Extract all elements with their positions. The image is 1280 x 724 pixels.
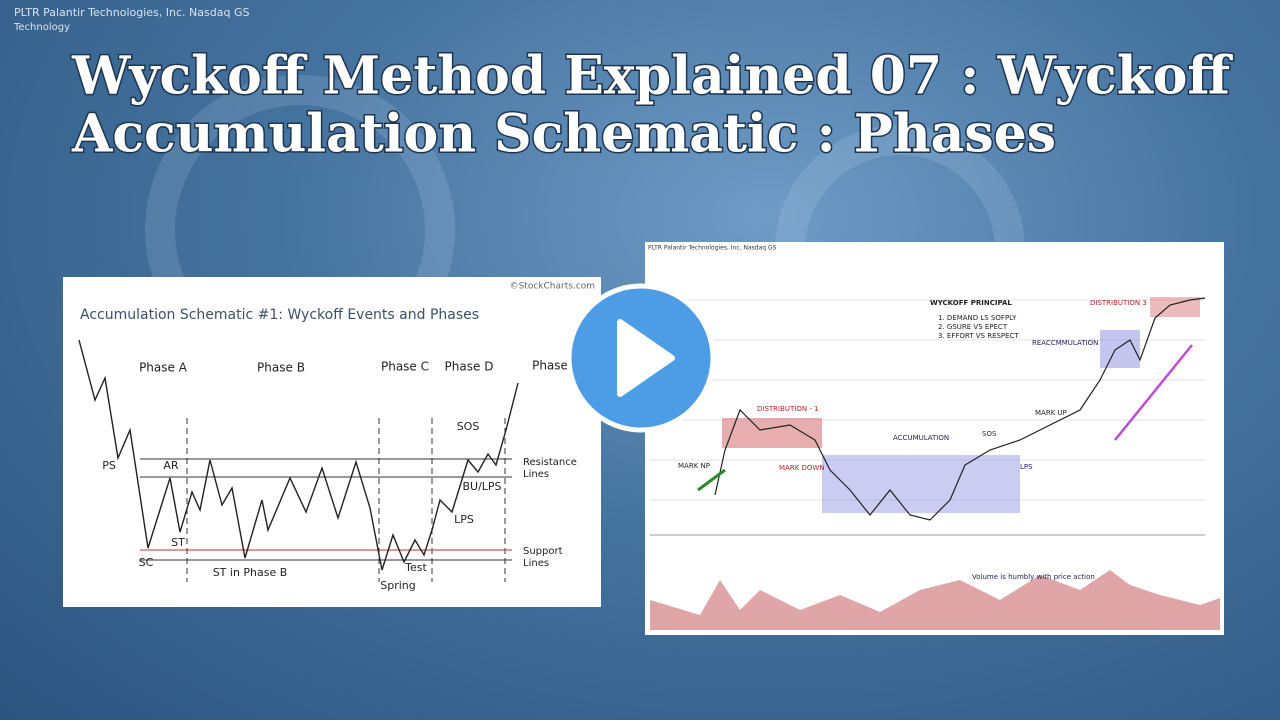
principle: 3. EFFORT VS RESPECT <box>938 332 1019 340</box>
line-label: Resistance Lines <box>523 457 577 480</box>
zone-box <box>722 418 822 448</box>
phase-dividers <box>186 418 506 582</box>
zone-label: SOS <box>982 430 997 438</box>
figure-heading: Accumulation Schematic #1: Wyckoff Event… <box>80 307 479 323</box>
zone-label: LPS <box>1020 463 1033 471</box>
zone-box <box>822 455 1020 513</box>
principal-title: WYCKOFF PRINCIPAL <box>930 299 1012 307</box>
event-label: BU/LPS <box>462 480 501 493</box>
left-card <box>63 277 601 607</box>
phase-label: Phase B <box>257 361 305 375</box>
event-label: SC <box>139 556 154 569</box>
zone-label: DISTRIBUTION 3 <box>1090 299 1147 307</box>
event-label: LPS <box>454 513 474 526</box>
zone-label: MARK DOWN <box>779 464 825 472</box>
event-label: SOS <box>457 420 480 433</box>
play-button[interactable] <box>566 283 716 433</box>
phase-label: Phase <box>532 359 568 373</box>
credit: ©StockCharts.com <box>510 282 595 292</box>
phase-label: Phase D <box>445 360 494 374</box>
volume-note: Volume is humbly with price action <box>972 573 1095 581</box>
event-label: PS <box>102 459 116 472</box>
principle: 1. DEMAND LS SOFPLY <box>938 314 1017 322</box>
zone-box <box>1100 330 1140 368</box>
line-label: Support Lines <box>523 546 563 569</box>
zone-label: DISTRIBUTION - 1 <box>757 405 819 413</box>
principle: 2. GSURE VS EPECT <box>938 323 1008 331</box>
overlay-ticker: PLTR Palantir Technologies, Inc. Nasdaq … <box>14 6 249 19</box>
arrow <box>697 468 726 492</box>
phase-label: Phase C <box>381 360 429 374</box>
event-label: Test <box>404 561 427 574</box>
zone-label: MARK UP <box>1035 409 1067 417</box>
level-lines <box>140 458 512 561</box>
zone-label: REACCMMULATION <box>1032 339 1098 347</box>
chart-header: PLTR Palantir Technologies, Inc. Nasdaq … <box>648 245 777 252</box>
arrow <box>1114 344 1193 441</box>
event-label: ST <box>171 536 185 549</box>
phase-label: Phase A <box>139 361 188 375</box>
title-line: Wyckoff Method Explained 07 : Wyckoff <box>71 46 1233 107</box>
overlay-sector: Technology <box>13 22 70 33</box>
event-label: Spring <box>380 579 416 592</box>
title-line: Accumulation Schematic : Phases <box>71 104 1056 165</box>
event-label: AR <box>163 459 179 472</box>
zone-label: ACCUMULATION <box>893 434 949 442</box>
zone-label: MARK NP <box>678 462 710 470</box>
price-path <box>78 339 519 571</box>
price-line <box>714 297 1206 521</box>
event-label: ST in Phase B <box>213 566 288 579</box>
volume-area <box>650 570 1220 630</box>
